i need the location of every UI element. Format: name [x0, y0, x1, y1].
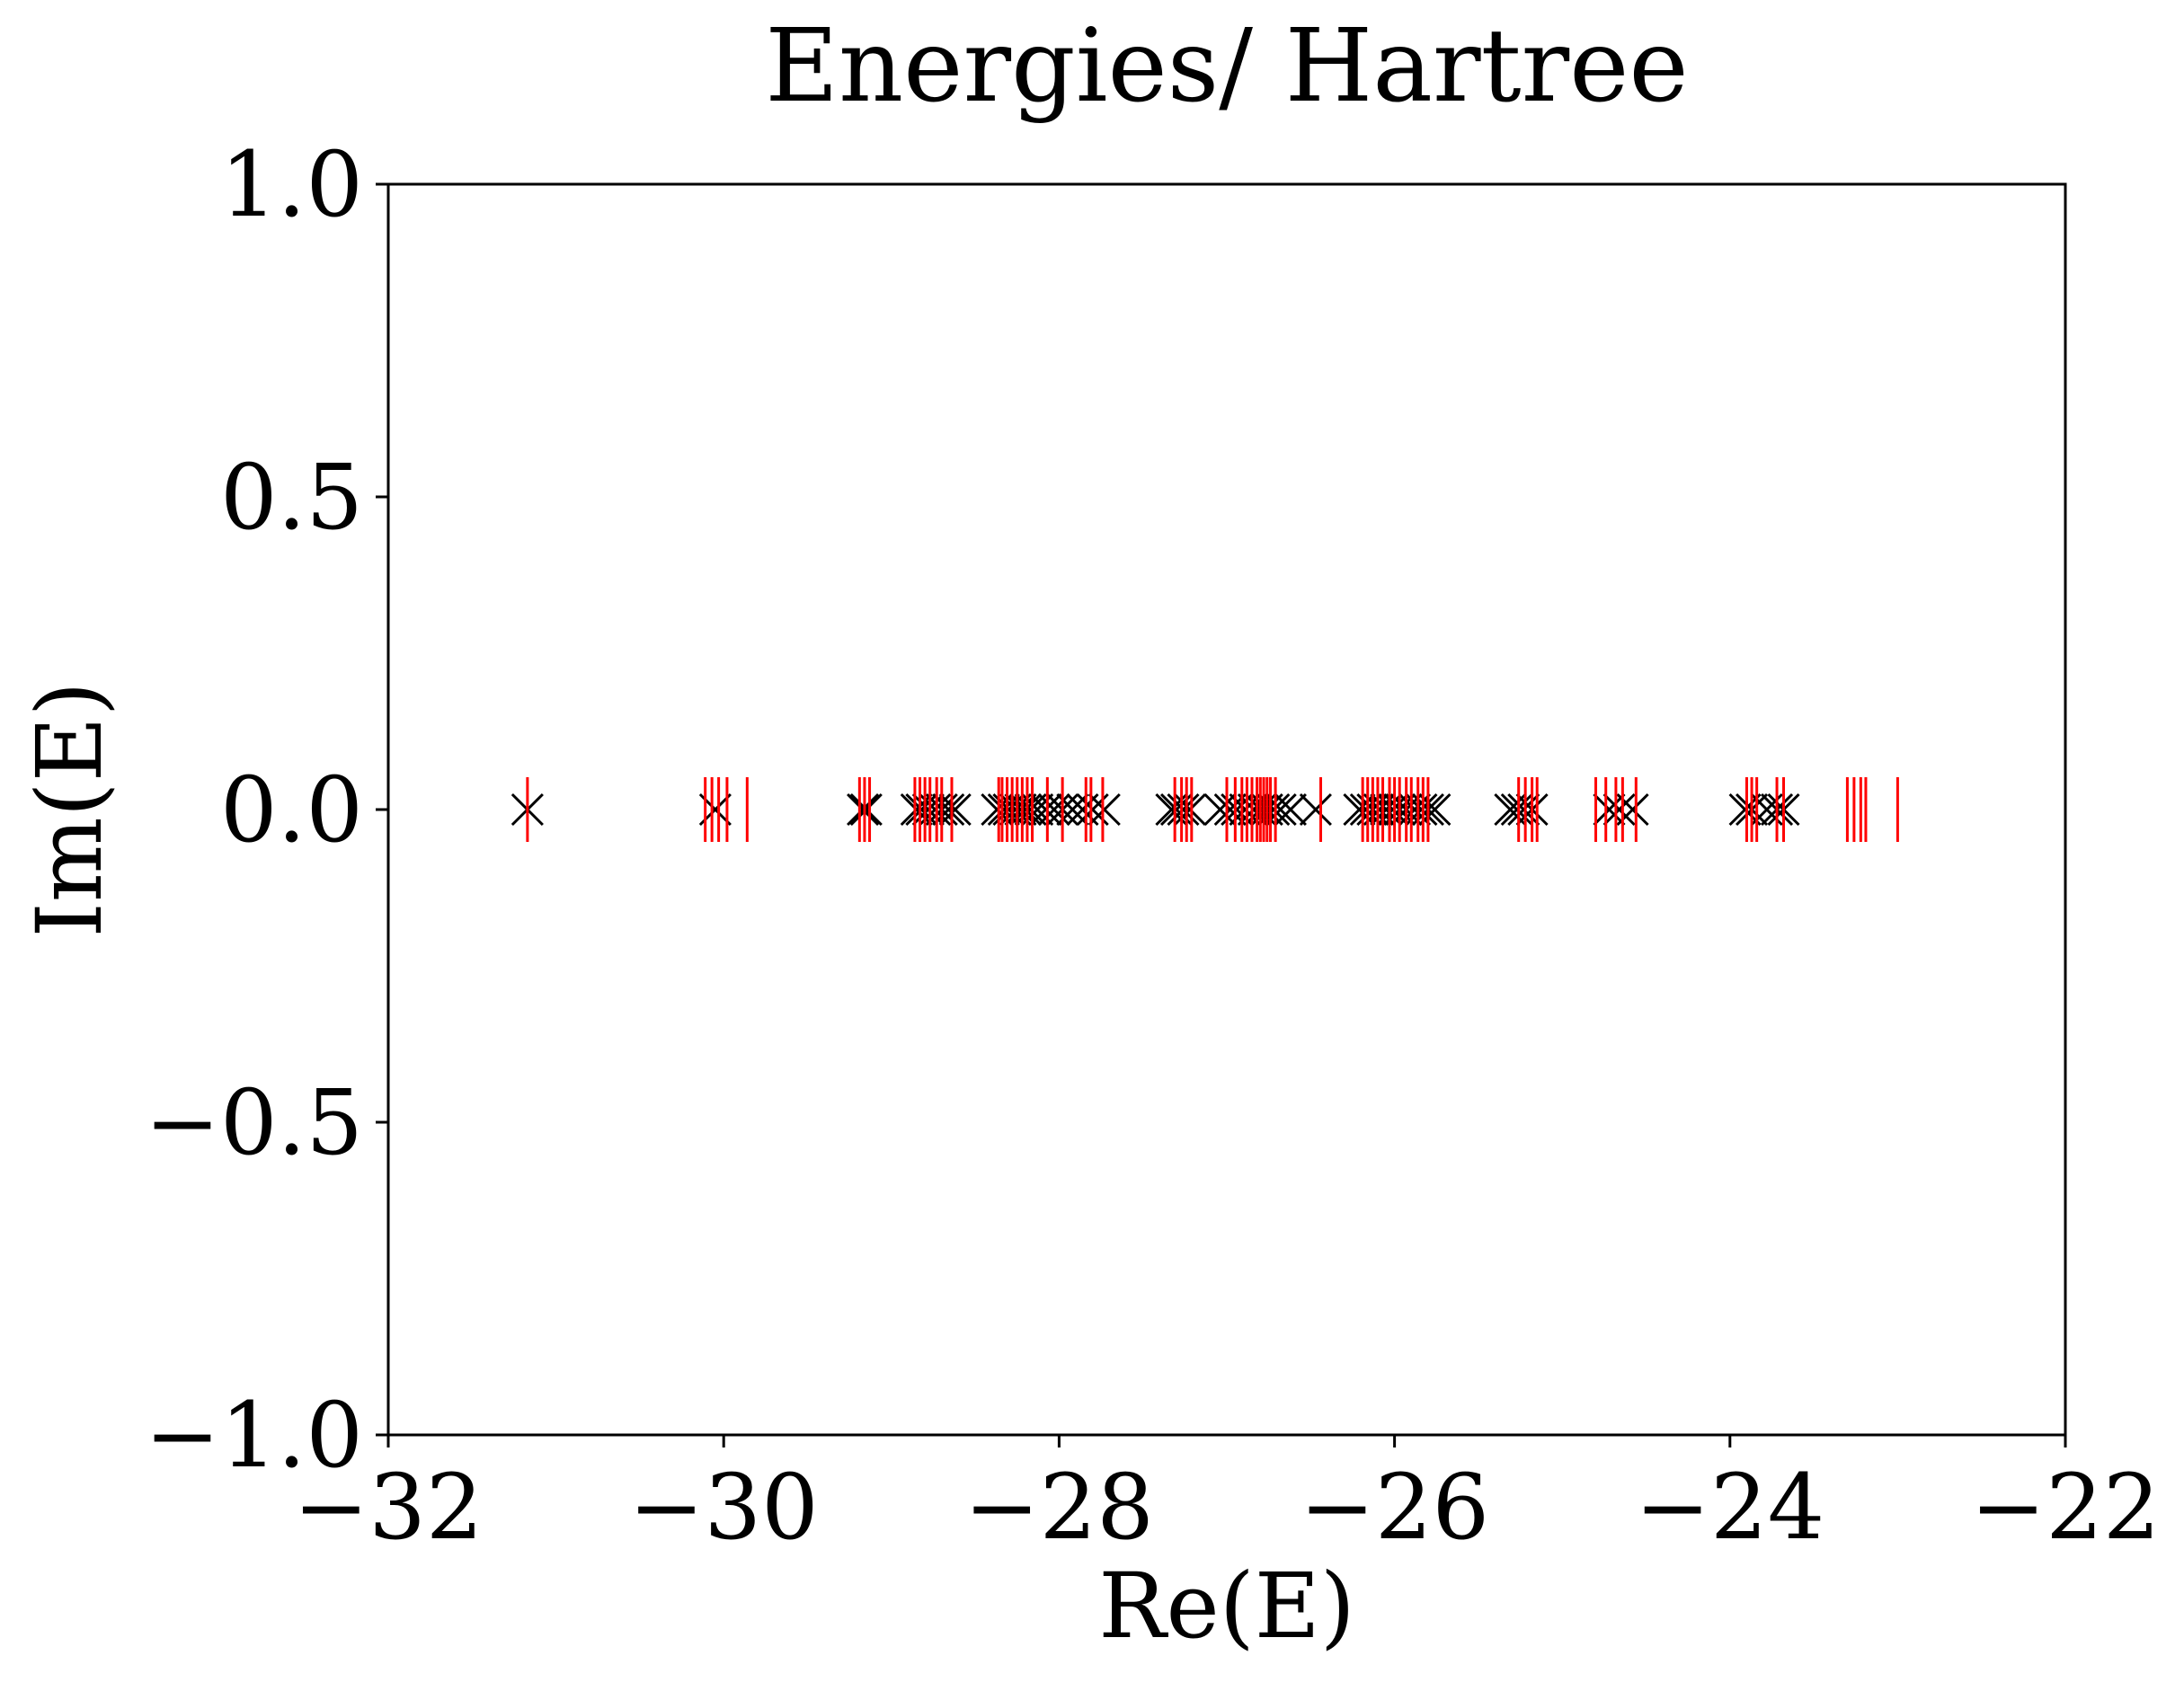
x-marker-point	[1500, 792, 1533, 827]
x-marker-point	[1029, 792, 1062, 827]
x-marker-point	[1274, 792, 1307, 827]
x-marker-point	[1593, 792, 1626, 827]
x-marker-point	[1167, 792, 1200, 827]
x-tick-label: −24	[1635, 1455, 1824, 1560]
data-marks	[510, 777, 1899, 842]
x-marker-point	[1213, 792, 1247, 827]
x-marker-point	[849, 792, 883, 827]
x-marker-point	[1299, 792, 1332, 827]
x-marker-point	[1173, 792, 1207, 827]
x-marker-point	[1088, 792, 1121, 827]
x-axis-label: Re(E)	[1098, 1554, 1355, 1659]
x-marker-point	[1037, 792, 1070, 827]
chart-title: Energies/ Hartree	[765, 8, 1688, 125]
y-tick-label: 0.0	[220, 757, 363, 863]
y-tick-label: −1.0	[145, 1383, 363, 1488]
y-axis-ticks: 1.0 0.5 0.0 −0.5 −1.0	[145, 132, 388, 1488]
x-marker-point	[1507, 792, 1540, 827]
x-marker-point	[847, 792, 880, 827]
x-marker-point	[900, 792, 933, 827]
x-axis-ticks: −32 −30 −28 −26 −24 −22	[293, 1435, 2161, 1560]
x-tick-label: −22	[1970, 1455, 2160, 1560]
x-marker-point	[932, 792, 965, 827]
x-marker-point	[1004, 792, 1037, 827]
y-tick-label: −0.5	[145, 1070, 363, 1175]
x-marker-point	[1418, 792, 1452, 827]
x-marker-point	[938, 792, 972, 827]
x-tick-label: −30	[629, 1455, 819, 1560]
x-tick-label: −28	[964, 1455, 1154, 1560]
y-tick-label: 0.5	[220, 445, 363, 550]
x-marker-point	[1014, 792, 1047, 827]
y-axis-label: Im(E)	[17, 681, 122, 937]
x-marker-point	[1602, 792, 1636, 827]
x-tick-label: −26	[1300, 1455, 1489, 1560]
y-tick-label: 1.0	[220, 132, 363, 237]
x-tick-label: −32	[293, 1455, 483, 1560]
x-marker-point	[1203, 792, 1237, 827]
